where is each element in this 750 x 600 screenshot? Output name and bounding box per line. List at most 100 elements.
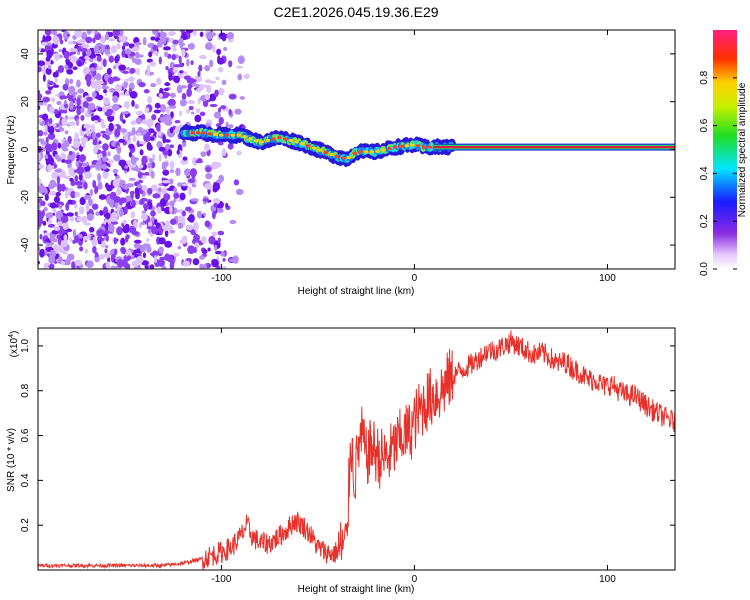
y-tick-label: 0.4: [20, 473, 31, 487]
heatmap-cell: [55, 191, 61, 197]
heatmap-cell: [123, 205, 128, 215]
heatmap-cell: [77, 88, 85, 94]
heatmap-cell: [53, 226, 61, 231]
heatmap-cell: [150, 36, 156, 41]
heatmap-cell: [83, 181, 88, 190]
heatmap-cell: [140, 221, 146, 226]
heatmap-cell: [171, 43, 177, 48]
colorbar-ticks: 0.0 0.2 0.4 0.6 0.8: [699, 70, 737, 276]
heatmap-cell: [133, 37, 140, 44]
snr-panel: -100 0 100 0.2 0.4 0.6 0.8 1.0 Height of strai…: [6, 327, 676, 595]
heatmap-cells: [38, 30, 250, 269]
ridge-peak: [300, 142, 305, 146]
heatmap-cell: [78, 39, 86, 44]
heatmap-cell: [172, 47, 177, 52]
heatmap-cell: [162, 134, 166, 144]
heatmap-cell: [208, 80, 217, 84]
heatmap-cell: [47, 132, 56, 140]
heatmap-cell: [166, 254, 173, 263]
heatmap-cell: [95, 132, 101, 138]
heatmap-cell: [56, 100, 62, 106]
heatmap-cell: [104, 33, 109, 41]
x-tick-label: -100: [211, 574, 231, 585]
heatmap-cell: [199, 263, 204, 269]
heatmap-cell: [149, 71, 154, 75]
heatmap-cell: [113, 154, 121, 162]
heatmap-cell: [154, 102, 161, 109]
heatmap-cell: [76, 216, 82, 222]
ridge-peak: [346, 156, 351, 160]
heatmap-cell: [164, 230, 169, 238]
heatmap-cell: [165, 65, 169, 71]
heatmap-cell: [199, 31, 204, 38]
heatmap-cell: [218, 174, 225, 183]
y-tick-label: 0.2: [20, 518, 31, 532]
heatmap-cell: [100, 240, 106, 248]
heatmap-cell: [195, 87, 202, 93]
colorbar-tick-label: 0.2: [699, 214, 710, 228]
heatmap-cell: [106, 159, 114, 164]
heatmap-cell: [143, 89, 150, 94]
heatmap-cell: [98, 194, 107, 200]
ridge-peak: [398, 144, 404, 148]
heatmap-cell: [169, 61, 175, 69]
heatmap-cell: [69, 237, 73, 243]
heatmap-cell: [197, 97, 201, 105]
heatmap-cell: [97, 159, 102, 166]
heatmap-cell: [168, 105, 177, 109]
heatmap-cell: [51, 172, 56, 179]
heatmap-cell: [107, 31, 114, 38]
heatmap-cell: [92, 37, 96, 44]
heatmap-cell: [95, 211, 100, 216]
heatmap-cell: [228, 108, 232, 116]
heatmap-cell: [178, 63, 184, 68]
heatmap-cell: [43, 207, 48, 212]
heatmap-cell: [173, 192, 180, 199]
heatmap-cell: [236, 150, 242, 156]
heatmap-cell: [190, 60, 194, 65]
heatmap-cell: [118, 159, 127, 167]
heatmap-cell: [131, 127, 136, 136]
heatmap-cell: [233, 179, 240, 186]
heatmap-cell: [104, 92, 108, 96]
heatmap-cell: [38, 145, 42, 152]
heatmap-cell: [60, 170, 66, 179]
heatmap-cell: [141, 185, 148, 192]
heatmap-cell: [108, 55, 115, 63]
heatmap-cell: [112, 168, 119, 174]
heatmap-cell: [123, 78, 129, 83]
snr-multiplier-close: ): [9, 331, 20, 334]
heatmap-cell: [74, 174, 79, 182]
heatmap-cell: [71, 261, 76, 269]
heatmap-cell: [38, 164, 45, 169]
heatmap-cell: [110, 212, 119, 221]
heatmap-cell: [148, 220, 153, 228]
heatmap-cell: [212, 182, 221, 192]
heatmap-cell: [50, 97, 56, 103]
heatmap-cell: [152, 44, 159, 51]
heatmap-cell: [182, 260, 191, 267]
heatmap-cell: [109, 88, 116, 93]
heatmap-cell: [185, 30, 194, 34]
heatmap-cell: [40, 141, 48, 145]
heatmap-cell: [164, 240, 173, 248]
heatmap-cell: [65, 59, 71, 66]
heatmap-cell: [43, 262, 50, 267]
heatmap-cell: [49, 202, 57, 209]
heatmap-cell: [54, 169, 62, 173]
frequency-ridge: [179, 124, 675, 168]
heatmap-cell: [223, 47, 228, 51]
ridge-peak: [190, 131, 195, 135]
heatmap-cell: [49, 249, 56, 259]
heatmap-cell: [204, 182, 213, 190]
heatmap-cell: [139, 164, 144, 169]
heatmap-cell: [138, 81, 146, 88]
heatmap-cell: [76, 97, 81, 107]
heatmap-cell: [92, 140, 98, 146]
heatmap-cell: [141, 260, 150, 266]
heatmap-cell: [74, 211, 78, 217]
heatmap-cell: [45, 35, 52, 42]
heatmap-cell: [173, 75, 181, 84]
heatmap-cell: [38, 89, 41, 96]
snr-x-label: Height of straight line (km): [298, 584, 415, 595]
